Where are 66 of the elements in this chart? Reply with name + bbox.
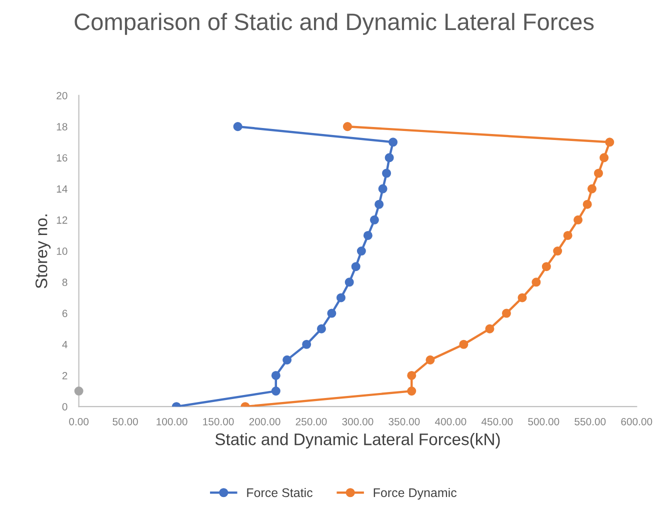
point <box>542 262 551 272</box>
point <box>370 215 379 224</box>
x-tick-label: 0.00 <box>69 418 89 426</box>
point <box>407 386 416 396</box>
y-tick-label: 14 <box>56 185 68 193</box>
point <box>271 386 280 396</box>
point <box>342 122 352 132</box>
x-tick-label: 150.00 <box>203 418 234 426</box>
point <box>518 293 527 302</box>
point <box>344 278 354 287</box>
x-tick-label: 550.00 <box>574 418 606 426</box>
y-tick-label: 10 <box>56 248 68 255</box>
point <box>532 278 541 287</box>
point <box>378 184 388 194</box>
point <box>388 138 398 147</box>
point <box>316 324 326 334</box>
x-tick-label: 50.00 <box>112 418 138 426</box>
x-tick-label: 350.00 <box>388 418 420 426</box>
point <box>356 246 366 256</box>
point <box>74 386 84 396</box>
point <box>426 355 435 364</box>
point <box>302 340 312 349</box>
point <box>363 230 372 240</box>
point <box>502 308 511 318</box>
point <box>384 153 394 162</box>
point <box>382 168 392 178</box>
y-tick-label: 20 <box>56 92 68 100</box>
y-tick-label: 2 <box>62 372 68 380</box>
point <box>233 122 242 132</box>
x-tick-label: 200.00 <box>249 418 280 426</box>
y-tick-label: 16 <box>56 154 68 162</box>
point <box>336 293 346 302</box>
x-tick-label: 300.00 <box>342 418 374 426</box>
point <box>327 308 336 318</box>
y-tick-label: 8 <box>62 278 68 286</box>
point <box>374 200 384 209</box>
point <box>600 153 609 162</box>
x-tick-label: 400.00 <box>434 418 466 426</box>
point <box>563 230 572 240</box>
x-tick-label: 450.00 <box>481 418 513 426</box>
y-tick-label: 0 <box>62 403 68 410</box>
point <box>351 262 360 272</box>
chart-title: Comparison of Static and Dynamic Lateral Forces <box>74 12 594 35</box>
point <box>605 138 614 147</box>
y-tick-label: 6 <box>62 310 68 318</box>
point <box>574 215 583 224</box>
legend-label: Force Dynamic <box>374 488 457 500</box>
point <box>407 370 416 380</box>
point <box>582 200 592 209</box>
x-axis-title: Static and Dynamic Lateral Forces(kN) <box>215 432 500 449</box>
point <box>587 184 596 194</box>
y-axis-title: Storey no. <box>35 214 51 288</box>
x-tick-label: 100.00 <box>156 418 188 426</box>
point <box>282 355 292 364</box>
point <box>553 246 562 256</box>
y-tick-label: 4 <box>62 340 68 348</box>
point <box>594 168 604 178</box>
point <box>459 340 468 349</box>
legend-label: Force Static <box>247 488 312 498</box>
point <box>271 370 280 380</box>
y-tick-label: 12 <box>56 216 68 224</box>
x-tick-label: 250.00 <box>296 418 327 426</box>
x-tick-label: 500.00 <box>528 418 560 426</box>
point <box>485 324 494 334</box>
y-tick-label: 18 <box>56 123 68 130</box>
x-tick-label: 600.00 <box>621 418 652 426</box>
